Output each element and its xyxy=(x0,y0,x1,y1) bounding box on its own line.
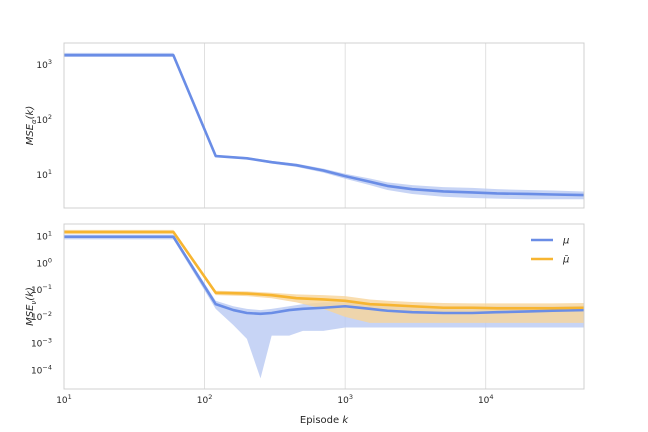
y-tick-label: 10−3 xyxy=(31,337,52,350)
series-line-0 xyxy=(64,235,585,316)
y-tick-label: 10−2 xyxy=(31,310,52,323)
plot-frame xyxy=(63,42,585,209)
legend-label: μ xyxy=(562,236,569,247)
top-panel: 101 102 103 MSEα(k) xyxy=(25,42,585,209)
y-tick-label: 100 xyxy=(36,256,52,269)
x-tick-label: 101 xyxy=(56,393,72,406)
y-axis-label: MSEν(k) xyxy=(25,287,38,326)
y-tick-label: 102 xyxy=(36,113,52,126)
legend-label: μ̄ xyxy=(562,255,569,266)
x-tick-label: 104 xyxy=(478,393,494,406)
series-line-0 xyxy=(64,53,585,197)
y-tick-label: 103 xyxy=(36,58,52,71)
y-tick-label: 10−1 xyxy=(31,283,52,296)
x-tick-label: 102 xyxy=(197,393,213,406)
x-axis-label: Episode k xyxy=(300,415,349,426)
y-axis-label: MSEα(k) xyxy=(25,106,38,146)
plot-frame xyxy=(63,223,585,390)
y-tick-label: 101 xyxy=(36,230,52,243)
y-tick-label: 10−4 xyxy=(31,363,52,376)
series-line-1 xyxy=(64,230,585,310)
y-tick-label: 101 xyxy=(36,168,52,181)
plot-area xyxy=(64,43,584,208)
x-tick-label: 103 xyxy=(337,393,353,406)
bottom-panel: 10−4 10−3 10−2 10−1 100 101 101 102 103 104 MSEν(k… xyxy=(25,223,585,426)
confidence-band-series-1 xyxy=(64,229,584,323)
